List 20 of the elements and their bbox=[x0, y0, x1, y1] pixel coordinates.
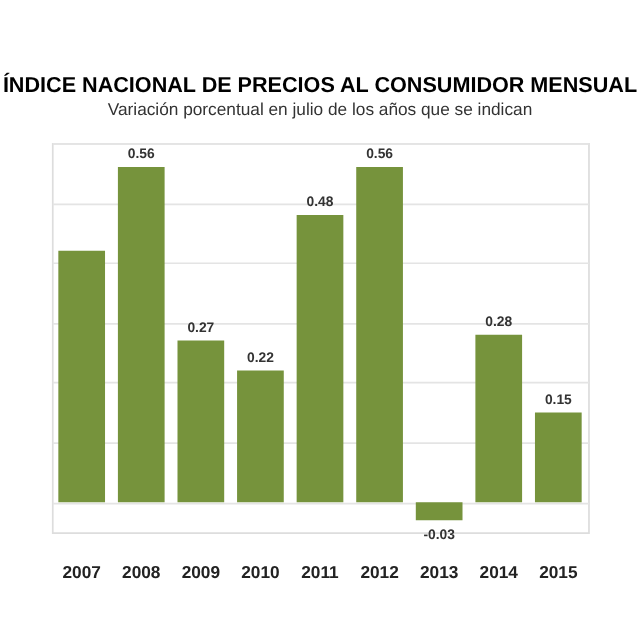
x-tick-label: 2010 bbox=[241, 562, 281, 583]
x-tick-label: 2012 bbox=[360, 562, 400, 583]
x-tick-label: 2007 bbox=[62, 562, 102, 583]
bar bbox=[237, 370, 284, 503]
x-tick-label: 2011 bbox=[301, 562, 340, 583]
bar bbox=[58, 250, 106, 503]
bar bbox=[415, 502, 463, 521]
bar bbox=[475, 334, 523, 503]
bar bbox=[177, 340, 225, 503]
x-tick-label: 2013 bbox=[419, 562, 459, 583]
x-tick-label: 2008 bbox=[122, 562, 161, 583]
bar bbox=[356, 166, 403, 503]
chart-title: ÍNDICE NACIONAL DE PRECIOS AL CONSUMIDOR MENSUAL bbox=[2, 72, 638, 98]
bar bbox=[117, 166, 165, 503]
x-tick-label: 2014 bbox=[479, 562, 519, 583]
x-tick-label: 2015 bbox=[539, 562, 578, 583]
bar bbox=[534, 412, 582, 503]
x-tick-label: 2009 bbox=[181, 562, 221, 583]
chart-subtitle: Variación porcentual en julio de los años que se indican bbox=[107, 99, 533, 120]
bar bbox=[296, 214, 344, 503]
